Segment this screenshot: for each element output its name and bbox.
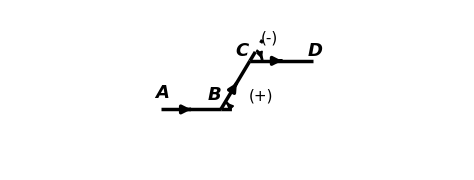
Text: (-): (-) xyxy=(261,31,278,46)
Text: C: C xyxy=(235,42,248,60)
Text: A: A xyxy=(155,84,169,102)
Text: D: D xyxy=(307,42,322,60)
Text: (+): (+) xyxy=(249,89,273,104)
Text: B: B xyxy=(208,86,221,104)
